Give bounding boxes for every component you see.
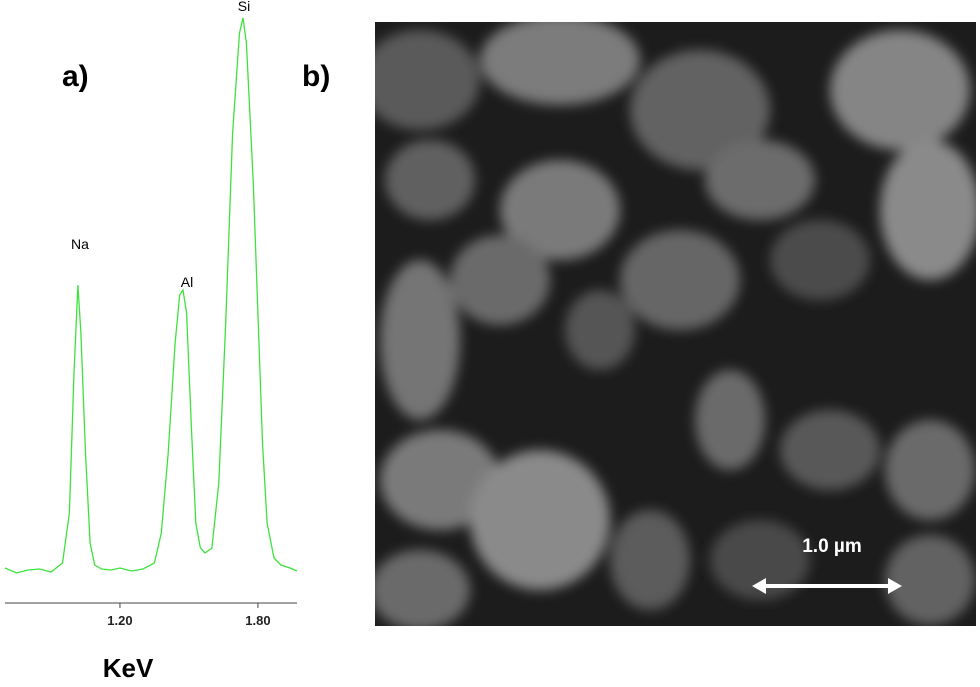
spectrum-line <box>4 17 298 574</box>
peak-label: Al <box>181 274 193 290</box>
panel-label: a) <box>62 60 89 93</box>
panel-label: b) <box>302 60 330 93</box>
scale-bar-label: 1.0 µm <box>802 536 862 557</box>
peak-label: Na <box>71 236 89 252</box>
x-axis-label: KeV <box>103 653 154 683</box>
peak-label: Si <box>238 0 250 14</box>
x-tick-label: 1.20 <box>107 613 132 628</box>
sem-image: 1.0 µm <box>375 22 976 626</box>
x-tick-label: 1.80 <box>245 613 270 628</box>
scale-bar <box>752 578 902 594</box>
